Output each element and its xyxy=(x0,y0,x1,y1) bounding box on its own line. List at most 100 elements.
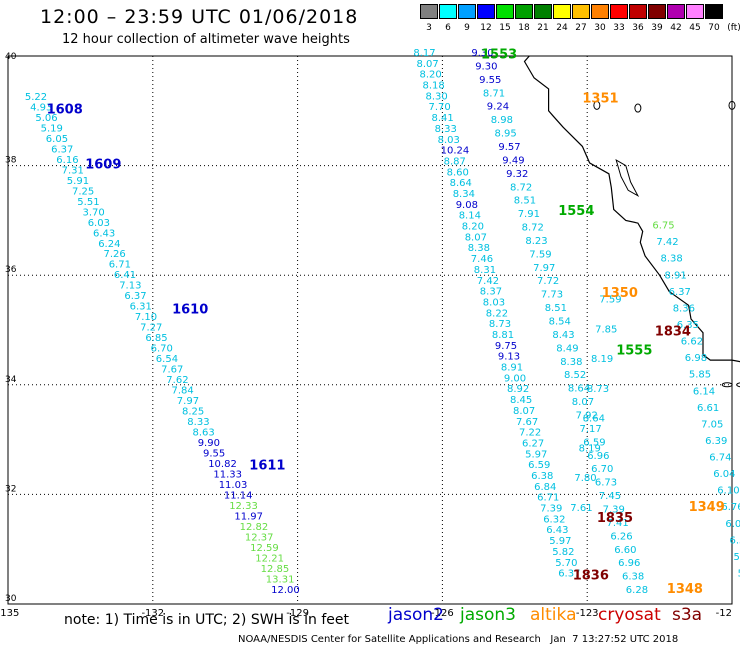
wave-height-value: 8.19 xyxy=(591,354,613,365)
wave-height-value: 8.73 xyxy=(587,384,609,395)
wave-height-value: 6.76 xyxy=(721,502,740,513)
legend-swatch-39 xyxy=(648,4,666,19)
wave-height-value: 6.37 xyxy=(51,144,73,155)
wave-height-value: 7.42 xyxy=(656,237,678,248)
wave-height-value: 8.81 xyxy=(492,330,514,341)
wave-height-value: 8.03 xyxy=(483,298,505,309)
legend-unit-label: (ft) xyxy=(727,23,740,33)
wave-height-value: 6.85 xyxy=(145,333,167,344)
wave-height-value: 8.25 xyxy=(182,407,204,418)
legend-swatch-45 xyxy=(686,4,704,19)
wave-height-value: 6.96 xyxy=(618,558,640,569)
wave-height-value: 6.70 xyxy=(151,344,173,355)
wave-height-value: 8.60 xyxy=(447,167,469,178)
wave-height-value: 8.20 xyxy=(420,70,442,81)
legend-swatch-42 xyxy=(667,4,685,19)
wave-height-value: 3.70 xyxy=(83,207,105,218)
wave-height-value: 6.54 xyxy=(730,535,740,546)
legend-label: 24 xyxy=(556,23,568,33)
wave-height-value: 5.62 xyxy=(734,552,740,563)
legend-label: 27 xyxy=(575,23,587,33)
wave-height-value: 10.24 xyxy=(441,146,470,157)
wave-height-value: 9.90 xyxy=(198,438,220,449)
wave-height-value: 5.22 xyxy=(25,92,47,103)
wave-height-value: 8.98 xyxy=(491,115,513,126)
island-outline xyxy=(736,382,740,388)
lat-tick-label: 40 xyxy=(5,52,17,62)
wave-height-value: 7.61 xyxy=(570,503,592,514)
wave-height-value: 9.32 xyxy=(506,169,528,180)
wave-height-value: 8.51 xyxy=(545,303,567,314)
wave-height-value: 8.18 xyxy=(423,81,445,92)
legend-swatch-6 xyxy=(439,4,457,19)
pass-time-label: 1608 xyxy=(47,103,83,118)
wave-height-value: 9.08 xyxy=(456,200,478,211)
wave-height-value: 8.07 xyxy=(513,406,535,417)
wave-height-value: 7.05 xyxy=(701,419,723,430)
lat-tick-label: 36 xyxy=(5,265,17,275)
wave-height-value: 8.22 xyxy=(486,308,508,319)
wave-height-value: 12.85 xyxy=(261,564,290,575)
wave-height-value: 6.37 xyxy=(558,569,580,580)
wave-height-value: 7.72 xyxy=(537,276,559,287)
wave-height-value: 9.49 xyxy=(502,155,524,166)
legend-label: 21 xyxy=(537,23,549,33)
wave-height-value: 7.26 xyxy=(104,249,126,260)
wave-height-value: 6.38 xyxy=(531,471,553,482)
wave-height-value: 5.91 xyxy=(67,176,89,187)
wave-height-value: 8.34 xyxy=(453,189,475,200)
legend-label: 30 xyxy=(594,23,606,33)
satellite-label-jason2: jason2 xyxy=(388,605,444,625)
wave-height-value: 7.84 xyxy=(172,386,194,397)
wave-height-value: 11.97 xyxy=(234,512,263,523)
legend-label: 36 xyxy=(632,23,644,33)
wave-height-value: 7.97 xyxy=(177,396,199,407)
legend-label: 15 xyxy=(499,23,511,33)
bay-outline xyxy=(615,159,640,197)
lat-tick-label: 30 xyxy=(5,594,17,604)
wave-height-value: 6.71 xyxy=(537,493,559,504)
wave-height-value: 7.80 xyxy=(574,473,596,484)
wave-height-value: 8.23 xyxy=(525,236,547,247)
wave-height-value: 8.41 xyxy=(432,113,454,124)
wave-height-value: 6.04 xyxy=(713,469,735,480)
lake-outline xyxy=(634,103,642,113)
legend-label: 18 xyxy=(518,23,530,33)
wave-height-value: 8.64 xyxy=(583,414,605,425)
wave-height-value: 9.55 xyxy=(479,75,501,86)
wave-height-value: 6.31 xyxy=(130,302,152,313)
legend-swatch-9 xyxy=(458,4,476,19)
legend-label: 6 xyxy=(445,23,451,33)
satellite-label-altika: altika xyxy=(530,605,577,625)
legend-label: 39 xyxy=(651,23,663,33)
wave-height-value: 6.43 xyxy=(546,525,568,536)
wave-height-value: 6.54 xyxy=(156,354,178,365)
wave-height-value: 6.75 xyxy=(652,221,674,232)
lat-tick-label: 38 xyxy=(5,156,17,166)
pass-time-label: 1611 xyxy=(249,459,285,474)
wave-height-value: 8.63 xyxy=(193,428,215,439)
wave-height-value: 9.13 xyxy=(498,352,520,363)
wave-height-value: 11.33 xyxy=(213,470,242,481)
pass-time-label: 1610 xyxy=(172,303,208,318)
wave-height-value: 5.51 xyxy=(77,197,99,208)
wave-height-value: 6.37 xyxy=(669,287,691,298)
lake-outline xyxy=(728,100,736,110)
wave-height-value: 5.85 xyxy=(689,370,711,381)
legend-swatch-36 xyxy=(629,4,647,19)
wave-height-value: 7.91 xyxy=(518,209,540,220)
pass-time-label: 1835 xyxy=(597,511,633,526)
wave-height-value: 5.39 xyxy=(738,569,740,580)
legend-swatch-70 xyxy=(705,4,723,19)
wave-height-value: 8.71 xyxy=(483,88,505,99)
wave-height-value: 8.52 xyxy=(564,370,586,381)
pass-time-label: 1834 xyxy=(655,325,691,340)
pass-time-label: 1555 xyxy=(616,344,652,359)
wave-height-value: 6.70 xyxy=(591,464,613,475)
wave-height-value: 8.64 xyxy=(450,178,472,189)
wave-height-value: 7.73 xyxy=(541,290,563,301)
wave-height-value: 8.17 xyxy=(413,48,435,59)
wave-height-value: 6.05 xyxy=(46,134,68,145)
lon-tick-label: -126 xyxy=(431,608,454,619)
wave-height-value: 7.31 xyxy=(62,165,84,176)
